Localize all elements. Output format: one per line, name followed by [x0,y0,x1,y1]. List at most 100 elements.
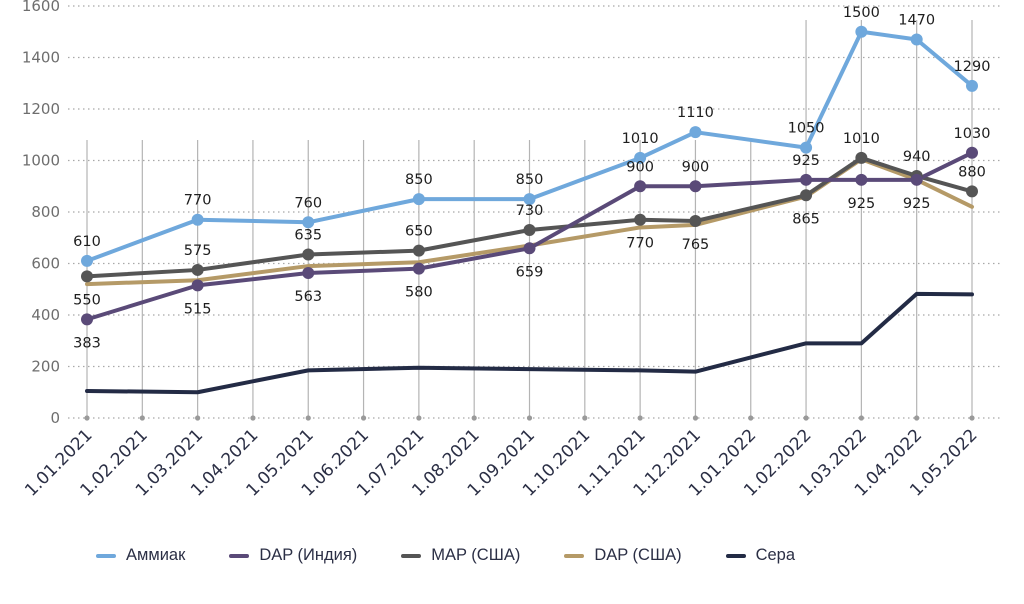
x-tick-dot [914,415,920,421]
data-label: 1030 [954,126,991,142]
x-tick-dot [250,415,256,421]
data-point-marker [412,244,425,257]
y-axis-ticks: 0 200 400 600 800 1000 1200 1400 1600 [22,0,60,427]
y-tick-label: 800 [31,203,60,221]
data-point-marker [191,263,204,276]
data-point-marker [910,173,923,186]
x-tick-dot [803,415,809,421]
data-label: 850 [405,172,433,188]
data-point-marker [855,25,868,38]
data-point-marker [412,193,425,206]
x-tick-dot [139,415,145,421]
data-label: 1010 [843,131,880,147]
data-label: 880 [958,164,986,180]
data-label: 383 [73,335,101,351]
y-tick-label: 400 [31,306,60,324]
x-tick-dot [526,415,533,421]
data-label: 865 [792,211,820,227]
data-label: 635 [294,227,322,243]
x-axis-ticks: 1.01.20211.02.20211.03.20211.04.20211.05… [21,425,981,500]
x-tick-dot [471,415,477,421]
data-label: 1500 [843,5,880,21]
data-label: 770 [184,193,212,209]
data-point-marker [191,213,204,226]
data-label: 925 [848,196,876,212]
data-label: 1290 [954,59,991,75]
x-tick-dot [969,415,975,421]
x-tick-dot [748,415,754,421]
x-tick-dot [692,415,699,421]
legend-swatch [564,553,585,558]
data-label: 1470 [898,12,935,28]
legend-swatch [229,553,250,558]
data-point-marker [81,313,93,326]
data-point-marker [302,248,315,261]
horizontal-gridlines [68,5,1000,419]
data-point-marker [523,242,536,255]
data-labels: 610 770 760 850 850 1010 1110 1050 1500 1470 1290 3… [73,5,990,352]
legend-label: Сера [755,546,796,564]
x-tick-dot [195,415,201,421]
data-label: 925 [903,196,931,212]
data-label: 765 [682,237,710,253]
legend-label: Аммиак [126,546,186,564]
data-point-marker [689,126,702,139]
y-tick-label: 1200 [22,100,60,118]
legend-item: Аммиак [96,546,185,565]
data-label: 1050 [788,121,825,137]
data-point-marker [966,79,978,92]
data-label: 770 [626,236,654,252]
data-label: 760 [294,195,322,211]
data-point-marker [800,141,813,154]
legend-item: DAP (Индия) [229,546,357,565]
data-label: 1110 [677,105,714,121]
legend-item: Сера [725,546,796,565]
data-label: 563 [294,289,322,305]
data-point-marker [689,215,702,228]
x-tick-dot [360,415,367,421]
data-label: 515 [184,301,212,317]
series-markers [81,25,978,326]
legend-label: MAP (США) [431,546,521,564]
data-label: 730 [516,203,544,219]
data-point-marker [302,267,315,280]
data-label: 850 [516,172,544,188]
legend-label: DAP (Индия) [259,546,358,564]
y-tick-label: 1600 [22,0,60,15]
legend-label: DAP (США) [594,546,682,564]
legend-swatch [401,553,422,558]
data-point-marker [523,224,536,237]
legend-swatch [96,553,116,558]
legend: Аммиак DAP (Индия) MAP (США) DAP (США) Сера [96,546,839,565]
data-point-marker [800,189,813,202]
data-label: 650 [405,224,433,240]
legend-swatch [725,553,746,558]
series-line-3 [85,157,974,287]
data-label: 659 [516,264,544,280]
data-point-marker [81,254,93,267]
data-label: 550 [73,292,101,308]
y-tick-label: 200 [31,358,60,376]
data-label: 610 [73,234,101,250]
data-point-marker [634,213,647,226]
data-point-marker [523,193,536,206]
y-tick-label: 1000 [22,152,60,170]
data-label: 900 [626,159,654,175]
data-point-marker [634,151,647,164]
data-label: 1010 [622,131,659,147]
y-tick-label: 0 [50,409,60,427]
legend-item: DAP (США) [564,546,682,565]
data-point-marker [191,279,204,292]
x-tick-dot [637,415,643,421]
data-point-marker [966,146,978,159]
x-tick-dot [305,415,311,421]
data-point-marker [412,262,425,275]
data-point-marker [800,173,813,186]
x-tick-dot [582,415,588,421]
data-point-marker [910,33,923,46]
series-line-4 [85,291,974,395]
data-point-marker [855,151,868,164]
legend-item: MAP (США) [401,546,520,565]
data-label: 925 [792,153,820,169]
